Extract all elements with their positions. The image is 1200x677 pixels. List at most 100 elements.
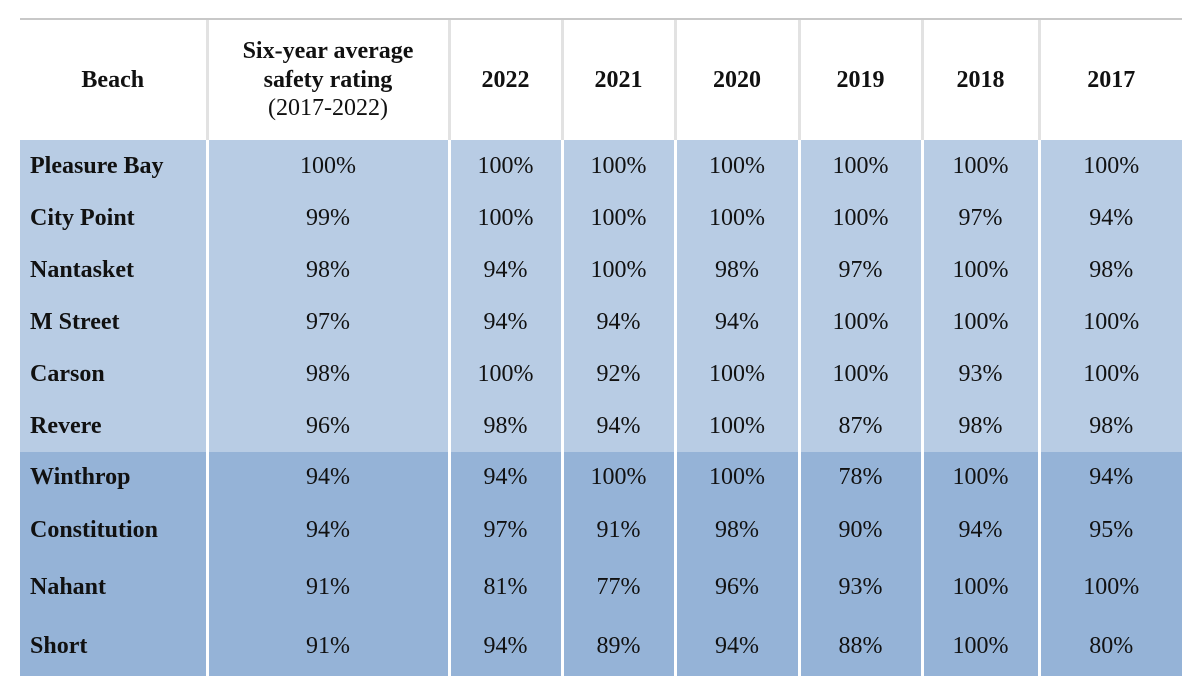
- rating-cell: 98%: [447, 400, 562, 452]
- rating-cell: 99%: [205, 192, 449, 244]
- rating-cell: 94%: [205, 502, 449, 558]
- beach-name: Revere: [30, 412, 102, 439]
- rating-cell: 100%: [673, 348, 799, 400]
- table-row: Short 91% 94% 89% 94% 88% 100% 80%: [20, 617, 1182, 676]
- beach-name: Nahant: [30, 574, 107, 600]
- rating-cell: 100%: [920, 452, 1039, 502]
- rating-cell: 94%: [447, 296, 562, 348]
- rating-cell: 100%: [797, 192, 922, 244]
- header-cell: 2022: [447, 20, 562, 140]
- rating-cell: 96%: [673, 558, 799, 617]
- header-text: 2020: [713, 66, 761, 93]
- beach-name: M Street: [30, 308, 120, 335]
- table-row: M Street 97% 94% 94% 94% 100% 100% 100%: [20, 296, 1182, 348]
- rating-cell: 91%: [205, 558, 449, 617]
- rating-cell: 100%: [673, 452, 799, 502]
- table-row: Nantasket 98% 94% 100% 98% 97% 100% 98%: [20, 244, 1182, 296]
- rating-cell: 100%: [673, 400, 799, 452]
- rating-cell: 100%: [920, 244, 1039, 296]
- rating-cell: 100%: [447, 192, 562, 244]
- header-cell: 2021: [560, 20, 675, 140]
- header-text: Beach: [81, 66, 145, 93]
- rating-cell: 90%: [797, 502, 922, 558]
- rating-cell: 98%: [205, 348, 449, 400]
- beach-name: Winthrop: [30, 463, 131, 490]
- table-row: Carson 98% 100% 92% 100% 100% 93% 100%: [20, 348, 1182, 400]
- header-text: 2022: [481, 66, 530, 93]
- rating-cell: 100%: [920, 558, 1039, 617]
- rating-cell: 81%: [447, 558, 562, 617]
- header-cell: 2018: [920, 20, 1039, 140]
- rating-cell: 100%: [1037, 558, 1182, 617]
- header-text: 2018: [956, 66, 1005, 93]
- rating-cell: 94%: [447, 617, 562, 676]
- rating-cell: 94%: [1037, 452, 1182, 502]
- rating-cell: 100%: [1037, 348, 1182, 400]
- table-body: Pleasure Bay 100% 100% 100% 100% 100% 100% 100%…: [20, 140, 1182, 676]
- rating-cell: 100%: [560, 244, 675, 296]
- rating-cell: 91%: [205, 617, 449, 676]
- rating-cell: 94%: [920, 502, 1039, 558]
- header-text: 2021: [594, 66, 643, 93]
- rating-cell: 100%: [560, 452, 675, 502]
- rating-cell: 94%: [560, 296, 675, 348]
- header-cell: Six-year average safety rating (2017-2022…: [205, 20, 449, 140]
- rating-cell: 100%: [673, 140, 799, 192]
- rating-cell: 91%: [560, 502, 675, 558]
- rating-cell: 98%: [673, 244, 799, 296]
- rating-cell: 94%: [447, 452, 562, 502]
- rating-cell: 77%: [560, 558, 675, 617]
- rating-cell: 94%: [673, 296, 799, 348]
- table-row: Winthrop 94% 94% 100% 100% 78% 100% 94%: [20, 452, 1182, 502]
- table-row: Revere 96% 98% 94% 100% 87% 98% 98%: [20, 400, 1182, 452]
- rating-cell: 93%: [920, 348, 1039, 400]
- header-cell: 2017: [1037, 20, 1182, 140]
- rating-cell: 97%: [797, 244, 922, 296]
- header-text: Six-year average safety rating: [242, 37, 414, 93]
- rating-cell: 94%: [673, 617, 799, 676]
- rating-cell: 100%: [447, 140, 562, 192]
- rating-cell: 92%: [560, 348, 675, 400]
- header-note: (2017-2022): [268, 95, 388, 122]
- rating-cell: 96%: [205, 400, 449, 452]
- rating-cell: 98%: [1037, 400, 1182, 452]
- rating-cell: 100%: [673, 192, 799, 244]
- rating-cell: 94%: [560, 400, 675, 452]
- rating-cell: 100%: [560, 192, 675, 244]
- rating-cell: 80%: [1037, 617, 1182, 676]
- rating-cell: 78%: [797, 452, 922, 502]
- table-row: Constitution 94% 97% 91% 98% 90% 94% 95%: [20, 502, 1182, 558]
- rating-cell: 95%: [1037, 502, 1182, 558]
- rating-cell: 100%: [920, 296, 1039, 348]
- rating-cell: 87%: [797, 400, 922, 452]
- table-container: Beach Six-year average safety rating (2017…: [20, 18, 1182, 677]
- rating-cell: 100%: [205, 140, 449, 192]
- rating-cell: 97%: [205, 296, 449, 348]
- beach-name: Nantasket: [30, 256, 135, 283]
- header-text: 2019: [836, 66, 885, 93]
- rating-cell: 100%: [1037, 140, 1182, 192]
- rating-cell: 100%: [920, 617, 1039, 676]
- table-row: Nahant 91% 81% 77% 96% 93% 100% 100%: [20, 558, 1182, 617]
- rating-cell: 100%: [797, 296, 922, 348]
- rating-cell: 97%: [920, 192, 1039, 244]
- beach-name: Pleasure Bay: [30, 152, 164, 179]
- rating-cell: 94%: [1037, 192, 1182, 244]
- header-text: 2017: [1087, 66, 1136, 93]
- rating-cell: 100%: [447, 348, 562, 400]
- rating-cell: 89%: [560, 617, 675, 676]
- rating-cell: 94%: [447, 244, 562, 296]
- header-cell: 2020: [673, 20, 799, 140]
- table-row: Pleasure Bay 100% 100% 100% 100% 100% 100% 100%: [20, 140, 1182, 192]
- rating-cell: 100%: [797, 140, 922, 192]
- header-row: Beach Six-year average safety rating (2017…: [20, 20, 1182, 140]
- rating-cell: 100%: [1037, 296, 1182, 348]
- rating-cell: 97%: [447, 502, 562, 558]
- rating-cell: 98%: [920, 400, 1039, 452]
- rating-cell: 93%: [797, 558, 922, 617]
- rating-cell: 88%: [797, 617, 922, 676]
- header-cell: Beach: [20, 20, 207, 140]
- rating-cell: 94%: [205, 452, 449, 502]
- rating-cell: 98%: [1037, 244, 1182, 296]
